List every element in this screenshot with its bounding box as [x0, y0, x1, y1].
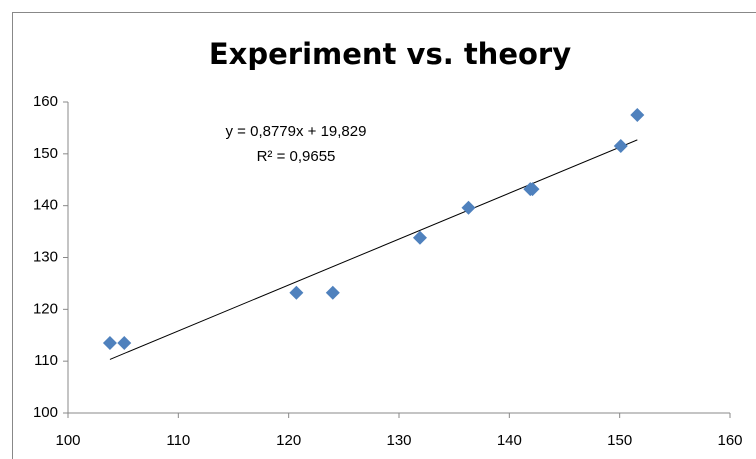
x-tick-label: 110	[166, 432, 190, 449]
data-point	[412, 230, 427, 245]
data-point	[325, 285, 340, 300]
trendline-r2: R² = 0,9655	[257, 148, 336, 165]
x-tick-label: 130	[386, 432, 411, 449]
y-tick-label: 110	[34, 352, 58, 369]
y-tick-label: 120	[33, 300, 58, 317]
data-point	[461, 200, 476, 215]
y-tick-label: 160	[33, 93, 58, 110]
data-point	[117, 336, 132, 351]
y-tick-label: 130	[33, 248, 58, 265]
x-tick-label: 160	[717, 432, 742, 449]
y-tick-label: 100	[33, 404, 58, 421]
data-point	[525, 182, 540, 197]
data-point	[613, 139, 628, 154]
x-tick-label: 120	[276, 432, 301, 449]
chart-border	[12, 12, 756, 459]
chart-title: Experiment vs. theory	[209, 37, 571, 71]
trendline	[109, 139, 638, 360]
y-tick-label: 150	[33, 145, 58, 162]
x-tick-label: 150	[607, 432, 632, 449]
x-tick-label: 100	[55, 432, 80, 449]
data-point	[630, 107, 645, 122]
y-tick-label: 140	[33, 197, 58, 214]
data-point	[102, 336, 117, 351]
data-point	[289, 285, 304, 300]
x-tick-label: 140	[497, 432, 522, 449]
trendline-equation: y = 0,8779x + 19,829	[226, 123, 367, 140]
